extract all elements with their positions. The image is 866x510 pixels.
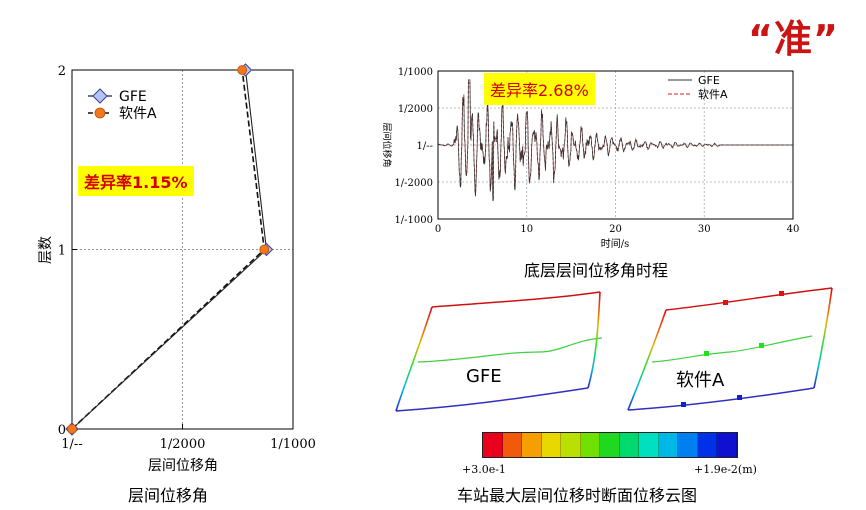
softa-right-edge bbox=[813, 287, 833, 389]
left-ytick-label: 2 bbox=[58, 64, 66, 79]
th-xlabel: 时间/s bbox=[601, 237, 630, 250]
contour-caption: 车站最大层间位移时断面位移云图 bbox=[457, 486, 698, 505]
contour-gfe-label: GFE bbox=[466, 366, 502, 387]
th-xtick-label: 0 bbox=[435, 224, 441, 235]
left-legend: GFE 软件A bbox=[88, 88, 157, 122]
left-xtick-label: 1/2000 bbox=[160, 437, 206, 452]
legend-gfe-marker bbox=[92, 88, 108, 104]
th-ticks: 0 10 20 30 40 1/1000 1/2000 1/-- 1/-2000 1/-1000 bbox=[394, 67, 799, 235]
left-ylabel: 层数 bbox=[38, 236, 54, 264]
colorbar-swatch bbox=[658, 433, 679, 457]
softa-top-edge bbox=[665, 287, 833, 311]
colorbar-swatch bbox=[639, 433, 659, 457]
left-xtick-label: 1/1000 bbox=[270, 437, 316, 452]
colorbar-max-label: +1.9e-2(m) bbox=[694, 463, 757, 476]
colorbar-swatch bbox=[483, 433, 503, 457]
left-caption: 层间位移角 bbox=[128, 486, 209, 505]
th-diff-badge: 差异率2.68% bbox=[484, 73, 595, 105]
legend-softa-marker bbox=[94, 107, 106, 119]
th-series-gfe bbox=[437, 79, 793, 201]
left-ytick-label: 1 bbox=[58, 244, 66, 259]
gfe-bottom-edge bbox=[395, 387, 589, 412]
left-grid bbox=[72, 70, 293, 429]
contour-softa-panel bbox=[627, 287, 833, 411]
colorbar-swatch bbox=[717, 433, 737, 457]
gfe-right-edge bbox=[587, 291, 601, 389]
colorbar-swatch bbox=[619, 433, 640, 457]
gfe-mid-line bbox=[417, 337, 603, 363]
softa-probe-blue-2 bbox=[737, 395, 742, 400]
th-legend-gfe-label: GFE bbox=[698, 74, 720, 87]
colorbar-swatch bbox=[697, 433, 718, 457]
th-ytick-label: 1/-2000 bbox=[394, 178, 433, 189]
left-point-softa bbox=[67, 424, 77, 434]
legend-softa-label: 软件A bbox=[119, 106, 157, 122]
softa-left-edge bbox=[627, 309, 667, 411]
left-diff-badge: 差异率1.15% bbox=[78, 166, 194, 196]
contour-softa-label: 软件A bbox=[676, 370, 725, 391]
left-xtick-label: 1/-- bbox=[61, 437, 82, 452]
colorbar-min-label: +3.0e-1 bbox=[462, 463, 506, 476]
softa-probe-green-2 bbox=[759, 343, 764, 348]
softa-mid-line bbox=[651, 335, 813, 363]
th-xtick-label: 30 bbox=[698, 224, 711, 235]
contour-panels bbox=[395, 287, 833, 412]
colorbar-swatch bbox=[522, 433, 542, 457]
softa-probe-green-1 bbox=[704, 351, 709, 356]
colorbar bbox=[482, 432, 738, 458]
th-legend-softa-label: 软件A bbox=[698, 87, 728, 101]
left-point-softa bbox=[259, 244, 270, 255]
softa-bottom-edge bbox=[627, 387, 815, 411]
colorbar-swatch bbox=[541, 433, 562, 457]
colorbar-swatch bbox=[600, 433, 620, 457]
quote-mark-title: “准” bbox=[748, 17, 839, 61]
th-xtick-label: 10 bbox=[520, 224, 533, 235]
th-ytick-label: 1/-1000 bbox=[394, 215, 433, 226]
time-history-chart: 0 10 20 30 401/10001/20001/--1/-20001/-1000 … bbox=[381, 67, 799, 250]
colorbar-swatch bbox=[580, 433, 601, 457]
colorbar-swatch bbox=[678, 433, 698, 457]
left-ytick-label: 0 bbox=[58, 423, 66, 438]
left-xlabel: 层间位移角 bbox=[148, 458, 218, 474]
left-ticks: 1/-- 1/2000 1/1000 0 1 2 bbox=[58, 64, 316, 452]
legend-gfe-label: GFE bbox=[119, 89, 147, 105]
gfe-left-edge bbox=[395, 306, 433, 412]
th-ylabel: 层间位移角 bbox=[381, 122, 393, 167]
softa-probe-red-1 bbox=[723, 300, 728, 305]
th-ytick-label: 1/-- bbox=[417, 141, 434, 152]
left-series bbox=[65, 63, 274, 436]
th-ytick-label: 1/1000 bbox=[398, 67, 433, 78]
colorbar-swatch bbox=[561, 433, 581, 457]
left-point-softa bbox=[237, 65, 248, 75]
left-profile-chart: 1/-- 1/2000 1/1000 0 1 2 GFE 软件A 层间位移角 层数 bbox=[38, 63, 316, 474]
th-legend: GFE 软件A bbox=[668, 74, 728, 101]
contour-gfe-panel bbox=[395, 291, 603, 412]
th-xtick-label: 40 bbox=[787, 224, 800, 235]
gfe-top-edge bbox=[431, 291, 601, 308]
colorbar-swatch bbox=[502, 433, 523, 457]
th-caption: 底层层间位移角时程 bbox=[524, 261, 669, 280]
softa-probe-blue-1 bbox=[681, 402, 686, 407]
softa-probe-red-2 bbox=[779, 291, 784, 296]
th-ytick-label: 1/2000 bbox=[398, 104, 433, 115]
th-xtick-label: 20 bbox=[609, 224, 622, 235]
